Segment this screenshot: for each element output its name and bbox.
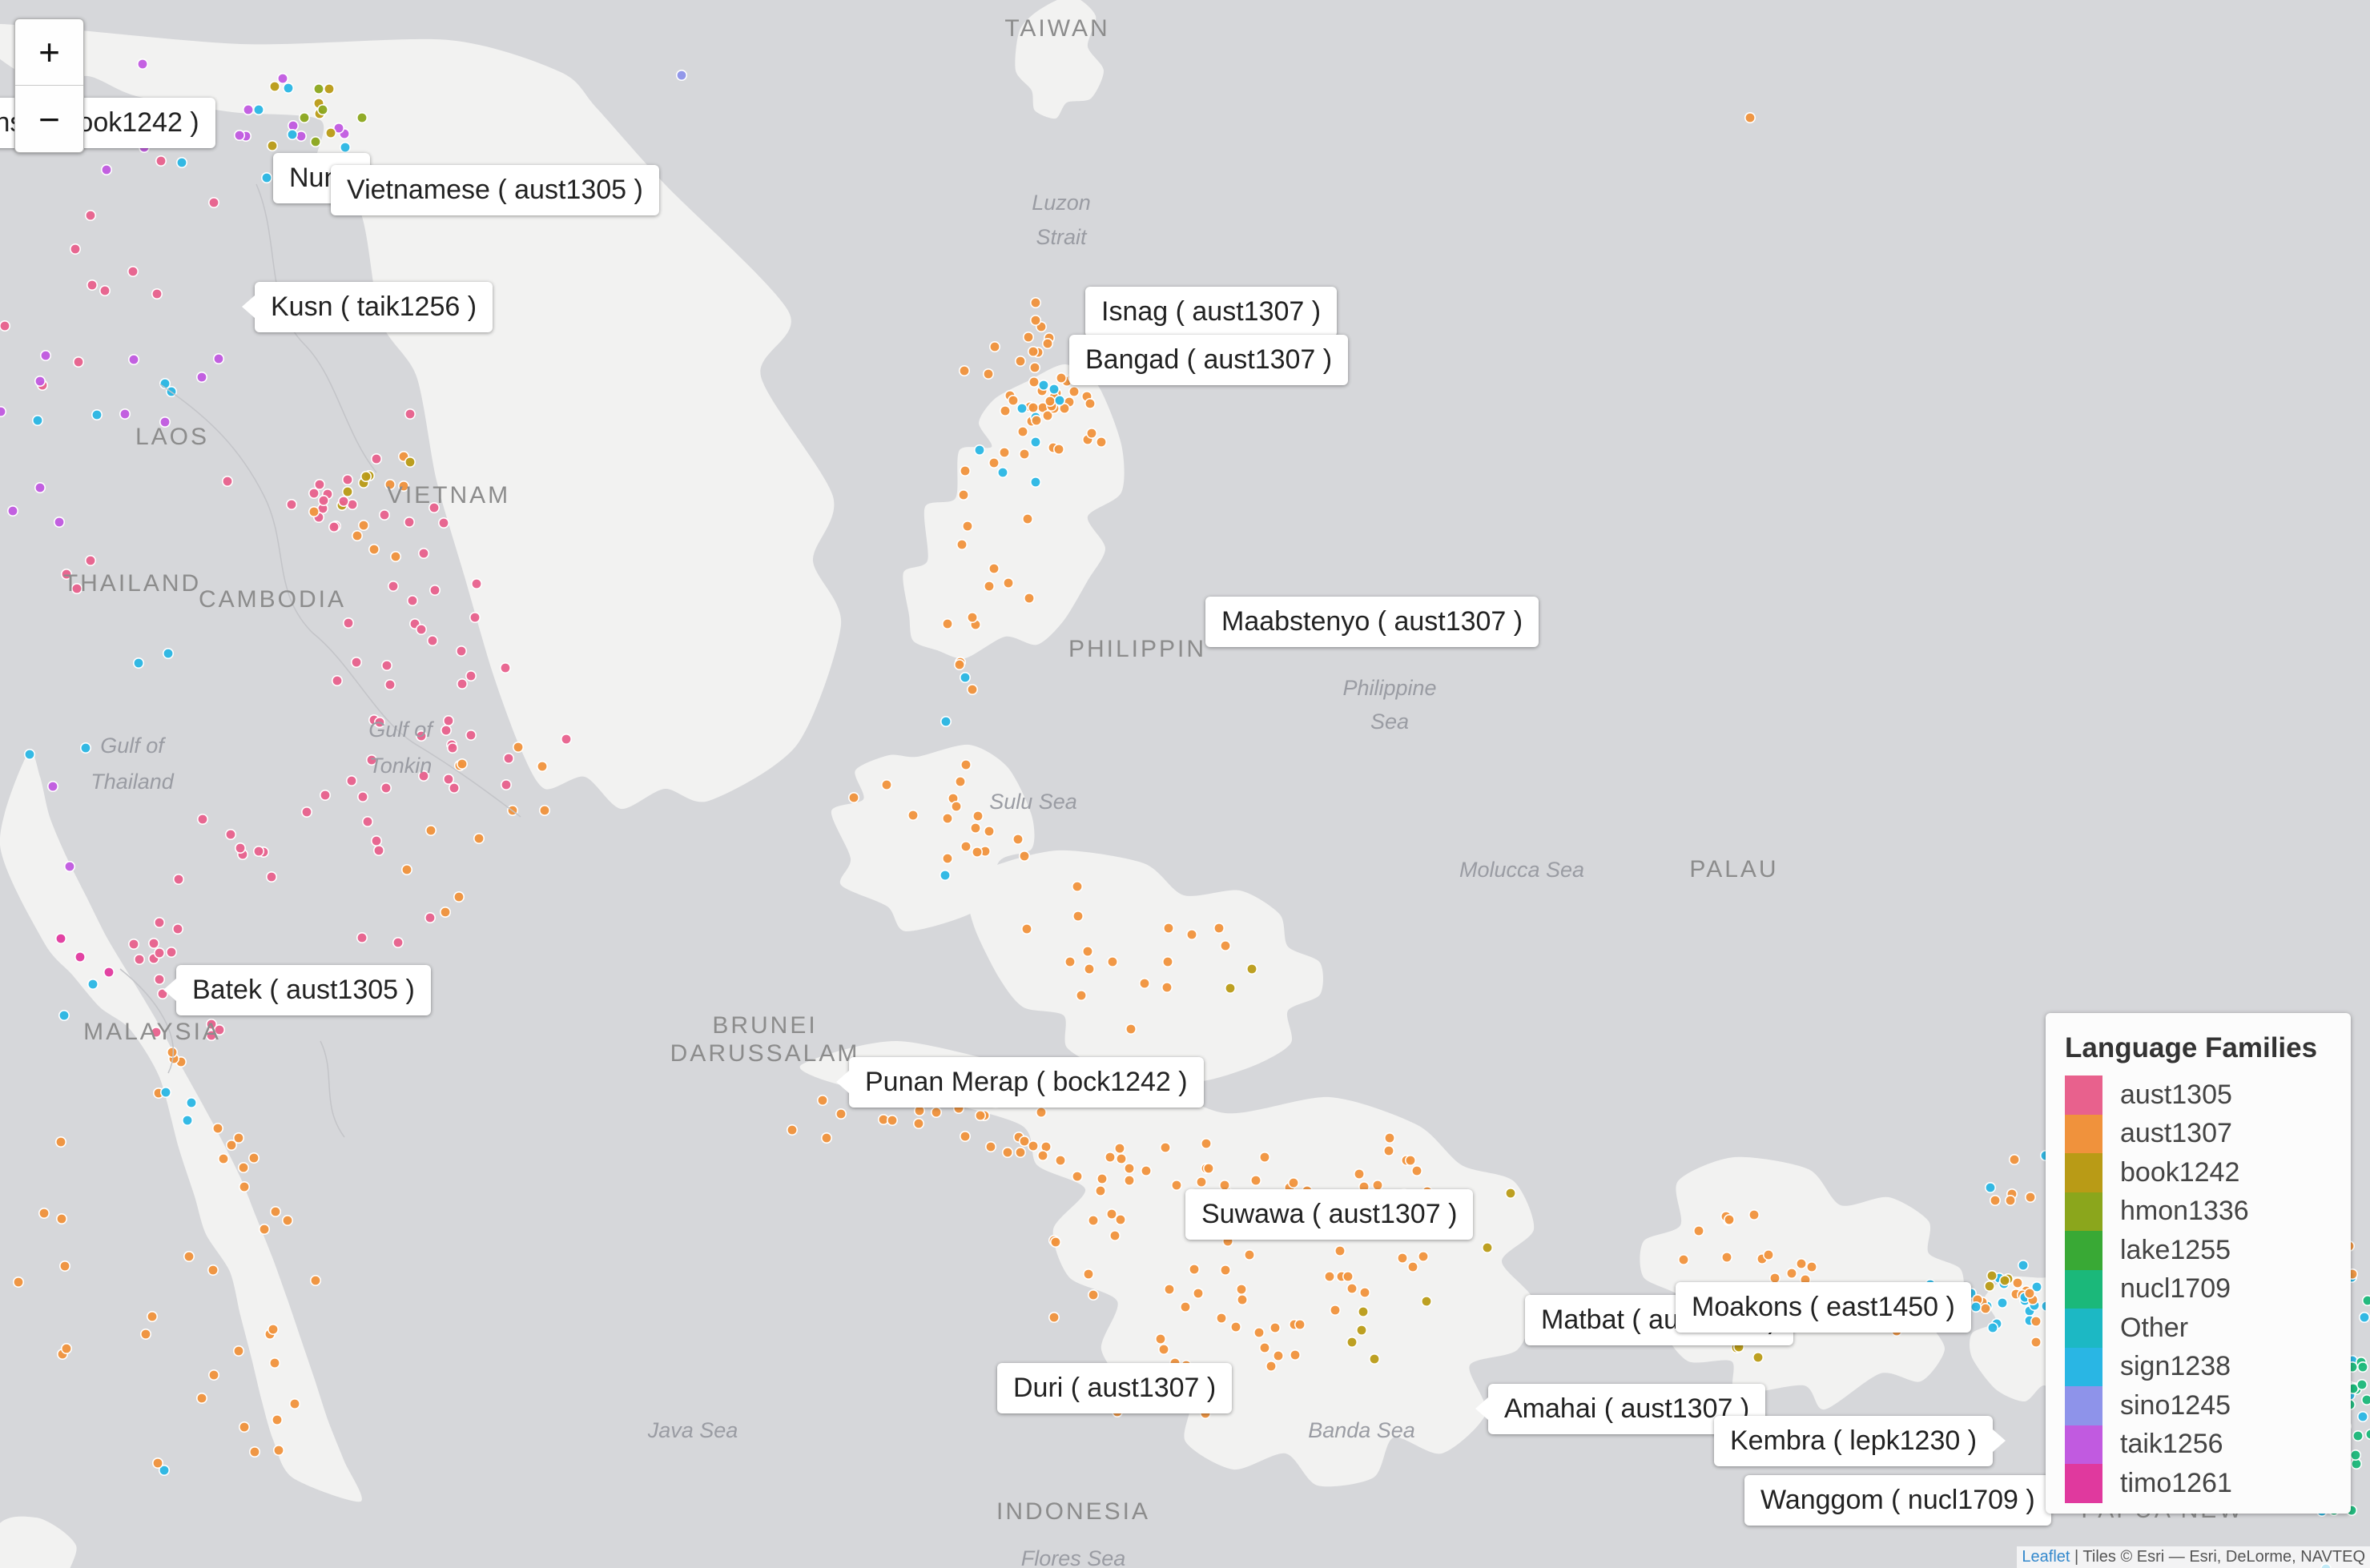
- svg-text:CAMBODIA: CAMBODIA: [199, 586, 346, 613]
- svg-text:BRUNEI: BRUNEI: [712, 1012, 817, 1039]
- svg-text:Sea: Sea: [1370, 710, 1409, 734]
- svg-text:DARUSSALAM: DARUSSALAM: [670, 1040, 860, 1067]
- svg-text:PHILIPPIN: PHILIPPIN: [1068, 636, 1206, 662]
- svg-text:Sulu Sea: Sulu Sea: [989, 790, 1077, 814]
- svg-text:Gulf of: Gulf of: [368, 718, 434, 742]
- svg-text:Tonkin: Tonkin: [369, 754, 433, 778]
- svg-text:Java Sea: Java Sea: [647, 1418, 738, 1442]
- svg-text:Thailand: Thailand: [91, 770, 175, 794]
- svg-text:LAOS: LAOS: [135, 424, 209, 450]
- svg-text:Philippine: Philippine: [1342, 676, 1436, 700]
- svg-text:Banda Sea: Banda Sea: [1308, 1418, 1415, 1442]
- svg-text:Flores Sea: Flores Sea: [1021, 1546, 1126, 1568]
- svg-text:THAILAND: THAILAND: [63, 570, 201, 597]
- svg-text:VIETNAM: VIETNAM: [387, 482, 510, 509]
- svg-text:Gulf of: Gulf of: [100, 734, 166, 758]
- svg-text:MALAYSIA: MALAYSIA: [83, 1019, 221, 1045]
- svg-text:PALAU: PALAU: [1689, 856, 1778, 883]
- svg-text:Strait: Strait: [1036, 225, 1088, 249]
- svg-text:TAIWAN: TAIWAN: [1004, 15, 1109, 42]
- svg-text:Luzon: Luzon: [1032, 191, 1091, 215]
- svg-text:Molucca Sea: Molucca Sea: [1459, 858, 1584, 882]
- svg-text:INDONESIA: INDONESIA: [996, 1498, 1150, 1525]
